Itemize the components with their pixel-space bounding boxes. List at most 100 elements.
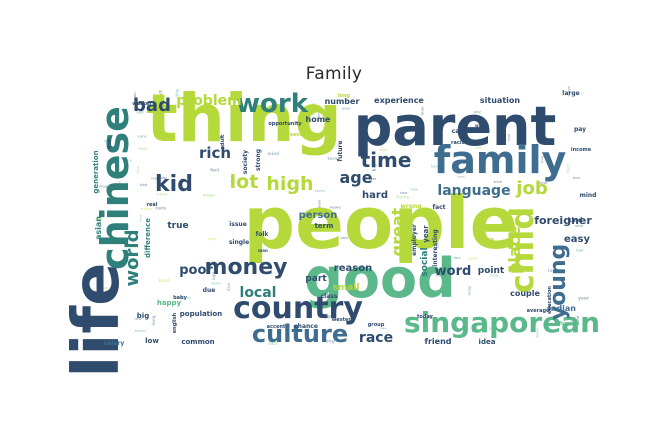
filler-word: mind (230, 176, 234, 186)
word-parent: parent (354, 95, 557, 158)
word-worker: worker (132, 101, 152, 107)
word-number: number (325, 97, 360, 106)
word-work: work (236, 89, 309, 119)
word-couple: couple (510, 289, 540, 298)
filler-word: man (421, 106, 425, 115)
filler-word: wage (99, 184, 111, 189)
word-thing: thing (146, 80, 341, 157)
word-happy: happy (157, 299, 182, 307)
filler-word: care (457, 175, 464, 179)
filler-word: low (548, 268, 556, 274)
filler-word: kind (140, 183, 148, 187)
filler-word: care (260, 100, 268, 104)
filler-word: man (132, 92, 137, 102)
word-class: class (321, 293, 338, 300)
word-asian: asian (94, 216, 103, 240)
filler-word: big (372, 164, 377, 171)
filler-word: mind (180, 295, 191, 300)
word-money: money (205, 255, 288, 280)
word-accent: accent (267, 324, 286, 330)
filler-word: due (136, 166, 140, 174)
word-average: average (527, 308, 550, 314)
word-lot: lot (230, 171, 259, 193)
filler-word: term (315, 188, 325, 193)
word-mind: mind (580, 192, 597, 199)
word-difference: difference (144, 218, 152, 258)
filler-word: term (211, 282, 221, 286)
filler-word: fact (545, 120, 553, 124)
filler-word: man (435, 240, 439, 248)
word-kid: kid (155, 172, 193, 197)
filler-word: home (397, 194, 410, 199)
filler-word: mind (268, 151, 280, 156)
filler-word: care (138, 135, 147, 139)
filler-word: fact (210, 168, 219, 173)
filler-word: home (325, 314, 335, 318)
filler-word: long (490, 274, 499, 278)
word-baby: baby (173, 295, 188, 301)
filler-word: low (475, 146, 483, 150)
filler-word: mind (317, 110, 321, 119)
filler-word: pay (208, 236, 216, 241)
word-western: western (332, 317, 355, 323)
filler-word: mind (575, 224, 584, 228)
word-world: world (122, 230, 143, 287)
filler-words: carelowmanwagecarehomeyearhomehomeminddu… (95, 85, 590, 346)
word-people: people (244, 181, 519, 265)
word-education: education (547, 286, 553, 314)
word-family: family (434, 138, 567, 182)
word-person: person (299, 210, 338, 221)
word-society: society (242, 150, 249, 174)
word-country: country (233, 291, 363, 326)
word-indian: indian (548, 304, 576, 313)
word-foreigner: foreigner (534, 214, 592, 227)
filler-word: man (410, 188, 419, 192)
filler-word: pay (474, 110, 482, 114)
filler-word: term (407, 115, 417, 119)
word-wrong: wrong (400, 203, 421, 210)
chart-title: Family (305, 64, 363, 84)
filler-word: man (317, 199, 321, 208)
filler-word: low (489, 325, 497, 330)
word-home: home (306, 115, 332, 124)
word-opportunity: opportunity (268, 121, 302, 127)
filler-word: low (134, 316, 142, 321)
filler-word: low (151, 177, 157, 181)
filler-word: due (573, 176, 581, 180)
word-income: income (571, 147, 592, 153)
filler-word: long (466, 286, 471, 296)
filler-word: wage (203, 192, 215, 197)
word-part: part (305, 274, 327, 284)
word-real: real (147, 202, 158, 208)
filler-word: care (157, 192, 167, 197)
word-poor: poor (179, 263, 213, 278)
word-term: term (315, 222, 334, 230)
filler-word: age (380, 326, 386, 330)
filler-word: due (454, 256, 462, 260)
word-big: big (137, 312, 149, 320)
filler-word: real (576, 248, 584, 252)
word-issue: issue (229, 221, 247, 228)
word-language: language (437, 183, 510, 199)
word-reason: reason (334, 263, 372, 274)
filler-word: home (141, 207, 153, 211)
filler-word: care (155, 205, 166, 211)
word-job: job (515, 178, 548, 199)
word-child: child (503, 207, 541, 294)
word-age: age (339, 168, 372, 187)
word-live: live (107, 138, 113, 149)
word-situation: situation (480, 96, 520, 105)
filler-word: age (211, 272, 216, 281)
word-wage: wage (475, 123, 487, 128)
word-idea: idea (479, 338, 496, 346)
word-race: race (359, 330, 393, 346)
word-english: english (172, 312, 178, 333)
word-young: young (546, 244, 571, 321)
word-low: low (145, 337, 159, 345)
word-generation: generation (92, 150, 100, 193)
word-population: population (180, 310, 222, 318)
word-common: common (181, 338, 214, 346)
word-culture: culture (252, 320, 348, 348)
word-friend: friend (424, 337, 451, 346)
word-today: today (417, 314, 434, 320)
